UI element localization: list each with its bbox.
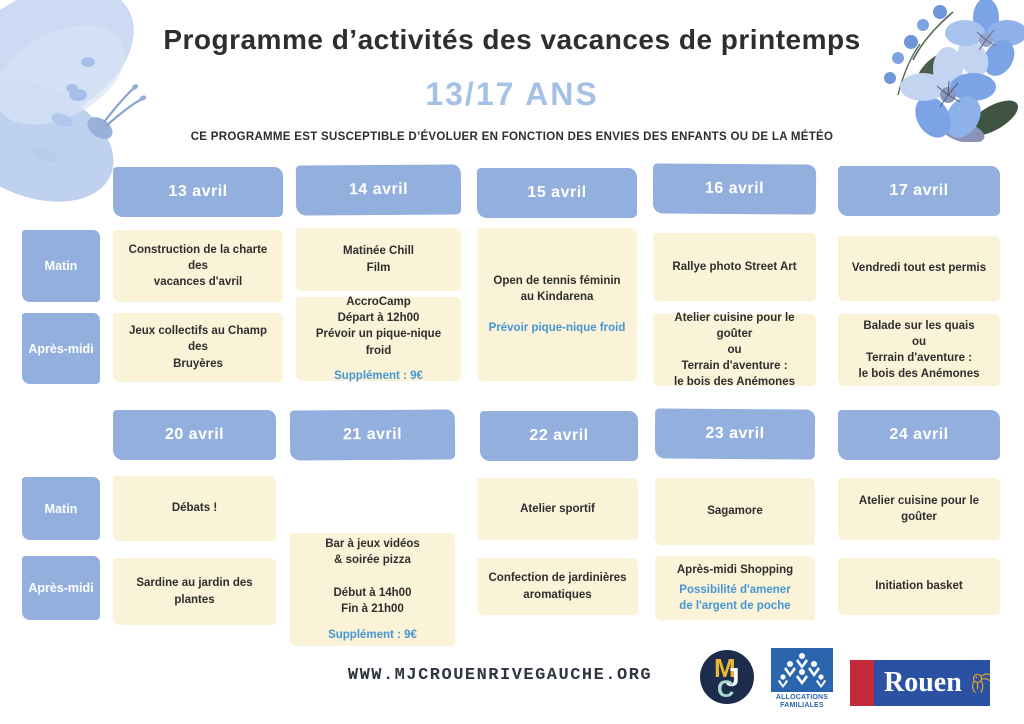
activity-text: Sardine au jardin des plantes (136, 577, 253, 606)
date-header-17-avril: 17 avril (838, 166, 1000, 216)
date-header-14-avril: 14 avril (295, 164, 462, 216)
date-header-16-avril: 16 avril (652, 163, 817, 215)
activity-cell-20-morning: Débats ! (113, 476, 276, 541)
activity-text: Initiation basket (875, 580, 963, 593)
rouen-logo: Rouen (850, 660, 990, 706)
row-label-morning-week2: Matin (22, 477, 100, 540)
date-label: 21 avril (342, 425, 403, 444)
activity-cell-14-afternoon: AccroCamp Départ à 12h00 Prévoir un piqu… (296, 296, 461, 382)
activity-cell-17-afternoon: Balade sur les quais ou Terrain d'aventu… (838, 314, 1000, 386)
activity-note: Supplément : 9€ (328, 628, 417, 641)
date-header-22-avril: 22 avril (480, 411, 638, 461)
row-label-text: Matin (44, 501, 78, 516)
activity-cell-23-afternoon: Après-midi Shopping Possibilité d'amener… (655, 556, 815, 620)
date-label: 24 avril (889, 426, 949, 443)
date-header-15-avril: 15 avril (477, 168, 637, 218)
activity-text: Atelier cuisine pour le goûter ou Terrai… (674, 311, 795, 389)
date-label: 17 avril (889, 182, 949, 199)
activity-note: Prévoir pique-nique froid (488, 321, 626, 334)
activity-text: Balade sur les quais ou Terrain d'aventu… (858, 319, 980, 381)
activity-cell-16-morning: Rallye photo Street Art (653, 233, 816, 301)
activity-cell-24-afternoon: Initiation basket (838, 558, 1000, 615)
date-label: 23 avril (705, 424, 765, 443)
activity-text: Rallye photo Street Art (672, 260, 797, 273)
row-label-text: Matin (44, 259, 78, 273)
caf-figures-icon (771, 648, 833, 692)
date-label: 15 avril (527, 184, 587, 201)
rouen-label: Rouen (884, 667, 962, 698)
mjc-letter-m: M (714, 653, 736, 683)
mjc-logo: ROUEN RIVE GAUCHE M J C (700, 650, 754, 704)
date-label: 13 avril (168, 183, 228, 200)
flowers-icon (884, 0, 1024, 142)
rouen-lamb-icon (971, 673, 990, 693)
activity-cell-17-morning: Vendredi tout est permis (838, 236, 1000, 301)
activity-text: Bar à jeux vidéos & soirée pizza Début à… (325, 538, 420, 615)
activity-text: Après-midi Shopping (676, 563, 794, 576)
date-label: 22 avril (529, 427, 589, 444)
mjc-letter-c: C (717, 676, 734, 703)
date-header-20-avril: 20 avril (113, 410, 276, 460)
date-label: 14 avril (348, 180, 409, 199)
activity-text: AccroCamp Départ à 12h00 Prévoir un piqu… (315, 296, 442, 357)
activity-cell-15-fullday: Open de tennis féminin au Kindarena Prév… (477, 228, 637, 381)
activity-note: Supplément : 9€ (334, 369, 423, 382)
row-label-afternoon-week2: Après-midi (22, 556, 100, 620)
activity-cell-21-evening: Bar à jeux vidéos & soirée pizza Début à… (290, 533, 455, 646)
activity-cell-24-morning: Atelier cuisine pour le goûter (838, 478, 1000, 540)
activity-text: Matinée Chill Film (343, 245, 414, 274)
row-label-morning-week1: Matin (22, 230, 100, 302)
row-label-afternoon-week1: Après-midi (22, 313, 100, 384)
row-label-text: Après-midi (28, 581, 94, 595)
caf-label-line2: FAMILIALES (780, 702, 824, 710)
activity-text: Débats ! (171, 502, 218, 515)
activity-cell-13-afternoon: Jeux collectifs au Champ des Bruyères (113, 313, 283, 382)
activity-text: Sagamore (707, 505, 763, 518)
date-header-21-avril: 21 avril (289, 409, 456, 461)
activity-text: Jeux collectifs au Champ des Bruyères (128, 325, 268, 370)
caf-label-line1: ALLOCATIONS (775, 694, 829, 701)
page-title: Programme d’activités des vacances de pr… (163, 24, 861, 55)
website-link[interactable]: WWW.MJCROUENRIVEGAUCHE.ORG (347, 666, 653, 685)
mjc-monogram-icon: ROUEN RIVE GAUCHE M J C (714, 653, 739, 703)
activity-cell-16-afternoon: Atelier cuisine pour le goûter ou Terrai… (653, 312, 816, 388)
activity-text: Confection de jardinières aromatiques (488, 572, 627, 601)
activity-cell-13-morning: Construction de la charte des vacances d… (113, 230, 283, 302)
activity-text: Atelier cuisine pour le goûter (858, 494, 980, 523)
date-label: 20 avril (164, 426, 225, 443)
activity-cell-22-morning: Atelier sportif (477, 478, 638, 540)
age-group-subtitle: 13/17 ANS (425, 76, 599, 112)
date-header-24-avril: 24 avril (838, 410, 1000, 460)
date-label: 16 avril (704, 179, 765, 198)
allocations-familiales-logo: ALLOCATIONS FAMILIALES (766, 648, 838, 718)
rouen-red-band (850, 660, 874, 706)
mjc-letter-j: J (725, 662, 739, 692)
activity-text: Open de tennis féminin au Kindarena (493, 275, 621, 304)
disclaimer-text: CE PROGRAMME EST SUSCEPTIBLE D’ÉVOLUER E… (190, 131, 834, 143)
date-header-13-avril: 13 avril (113, 167, 283, 217)
activity-cell-20-afternoon: Sardine au jardin des plantes (113, 558, 276, 625)
activity-text: Vendredi tout est permis (851, 262, 987, 275)
activity-cell-14-morning: Matinée Chill Film (296, 228, 461, 291)
activity-cell-22-afternoon: Confection de jardinières aromatiques (477, 558, 638, 615)
date-header-23-avril: 23 avril (654, 408, 816, 460)
activity-text: Construction de la charte des vacances d… (128, 243, 268, 289)
activity-cell-23-morning: Sagamore (655, 478, 815, 545)
activity-note: Possibilité d'amener de l'argent de poch… (679, 583, 791, 613)
row-label-text: Après-midi (28, 341, 94, 356)
activity-text: Atelier sportif (520, 502, 595, 515)
